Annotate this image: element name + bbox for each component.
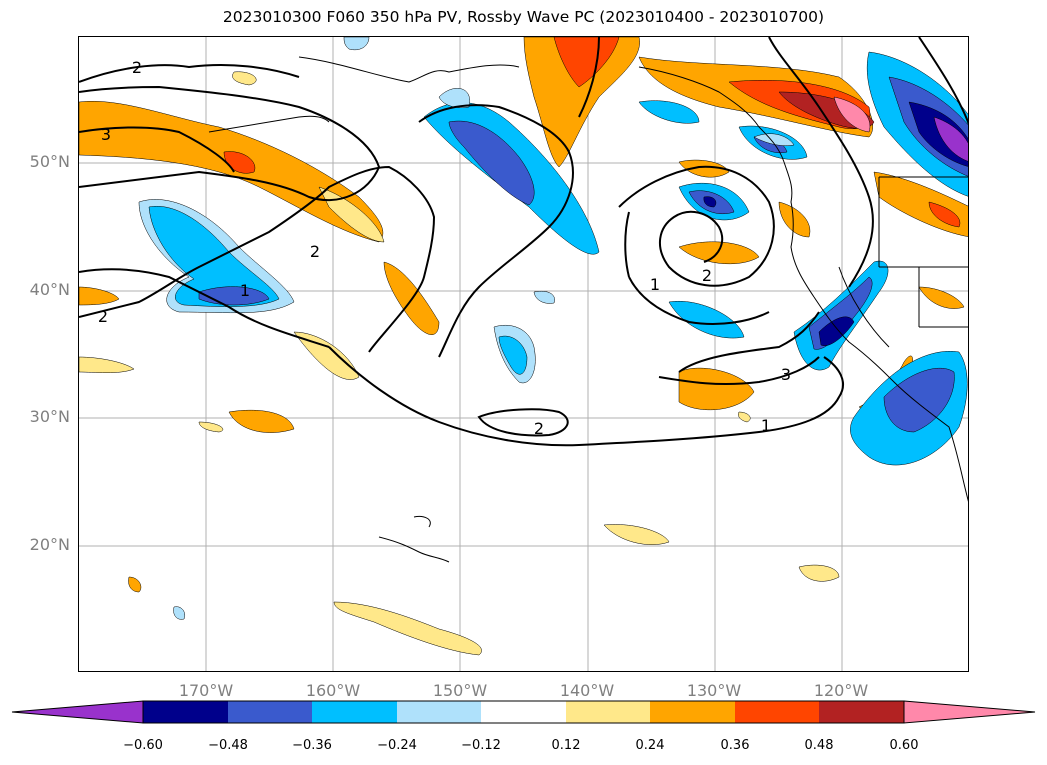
colorbar-tick: 0.24 [635, 738, 665, 753]
contour-label: 2 [534, 419, 544, 438]
map-panel: 2 3 2 2 1 1 2 3 2 1 [78, 36, 969, 672]
lon-label-160w: 160°W [305, 681, 361, 700]
colorbar-tick: −0.12 [461, 738, 501, 753]
colorbar-tick: −0.60 [123, 738, 163, 753]
map-title: 2023010300 F060 350 hPa PV, Rossby Wave … [222, 8, 825, 26]
contour-label: 1 [240, 281, 250, 300]
colorbar-tick: 0.36 [720, 738, 750, 753]
colorbar-tick: 0.12 [551, 738, 581, 753]
colorbar-segment [143, 701, 228, 723]
lon-label-120w: 120°W [813, 681, 869, 700]
colorbar-segment [481, 701, 566, 723]
contour-label: 2 [702, 266, 712, 285]
colorbar-tick: −0.48 [208, 738, 248, 753]
contour-label: 1 [650, 275, 660, 294]
colorbar-segment [819, 701, 904, 723]
colorbar-segment [312, 701, 397, 723]
colorbar-tick: −0.24 [377, 738, 417, 753]
colorbar-segment [735, 701, 819, 723]
rossby-wave-contours [79, 37, 968, 447]
colorbar [11, 700, 1036, 724]
lon-label-170w: 170°W [178, 681, 234, 700]
contour-label: 2 [310, 242, 320, 261]
map-canvas: 2 3 2 2 1 1 2 3 2 1 [79, 37, 968, 671]
lat-label-40n: 40°N [29, 280, 70, 299]
lon-label-140w: 140°W [559, 681, 615, 700]
colorbar-tick: 0.60 [889, 738, 919, 753]
lat-label-20n: 20°N [29, 535, 70, 554]
contour-labels: 2 3 2 2 1 1 2 3 2 1 [98, 58, 791, 438]
negative-pv-shading [138, 37, 968, 620]
colorbar-tick: −0.36 [292, 738, 332, 753]
lon-label-130w: 130°W [686, 681, 742, 700]
colorbar-segment [566, 701, 650, 723]
colorbar-frame [142, 700, 905, 724]
contour-label: 1 [761, 416, 771, 435]
contour-label: 3 [781, 365, 791, 384]
contour-label: 2 [132, 58, 142, 77]
contour-label: 2 [98, 307, 108, 326]
lat-label-50n: 50°N [29, 152, 70, 171]
colorbar-segment [228, 701, 312, 723]
lon-label-150w: 150°W [432, 681, 488, 700]
lat-label-30n: 30°N [29, 407, 70, 426]
contour-label: 3 [101, 125, 111, 144]
colorbar-extend-low [11, 700, 144, 724]
coastlines [208, 56, 968, 563]
colorbar-tick: 0.48 [804, 738, 834, 753]
colorbar-segment [397, 701, 481, 723]
colorbar-segment [650, 701, 735, 723]
colorbar-extend-high [903, 700, 1036, 724]
